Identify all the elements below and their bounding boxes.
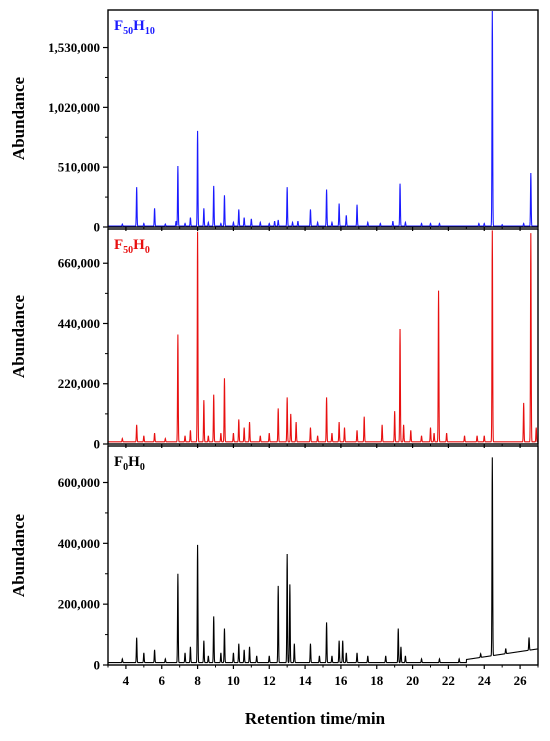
panel-label-part: H: [133, 237, 145, 253]
y-tick-label: 600,000: [58, 475, 100, 490]
x-tick-label: 18: [370, 673, 384, 688]
y-tick-label: 1,020,000: [48, 100, 100, 115]
x-tick-label: 24: [478, 673, 492, 688]
plot-frame: [107, 228, 539, 445]
x-tick-label: 8: [194, 673, 201, 688]
panel-label-part: 0: [145, 245, 150, 256]
y-tick-label: 0: [94, 658, 101, 673]
x-axis-title: Retention time/min: [245, 709, 386, 728]
panel-1: 0 510,000 1,020,000 1,530,000 Abundance F50H1…: [9, 9, 539, 235]
y-tick-label: 220,000: [58, 376, 100, 391]
panel-label-part: H: [133, 18, 145, 34]
x-tick-label: 14: [299, 673, 313, 688]
y-tick-label: 1,530,000: [48, 40, 100, 55]
panel-label: F50H10: [114, 18, 155, 37]
y-axis-title: Abundance: [9, 513, 28, 597]
panel-label-part: F: [114, 454, 123, 470]
x-tick-label: 22: [442, 673, 455, 688]
series-line: [108, 230, 538, 443]
panel-label-part: 0: [140, 462, 145, 473]
y-tick-label: 440,000: [58, 316, 100, 331]
x-tick-label: 12: [263, 673, 276, 688]
panel-label: F0H0: [114, 454, 145, 473]
y-tick-label: 400,000: [58, 536, 100, 551]
panel-label-part: 50: [123, 26, 133, 37]
panel-label-part: 0: [123, 462, 128, 473]
plot-frame: [107, 445, 539, 666]
y-tick-label: 0: [94, 437, 101, 452]
x-tick-label: 20: [406, 673, 419, 688]
series-line: [108, 10, 538, 228]
x-tick-label: 26: [514, 673, 528, 688]
x-tick-label: 4: [123, 673, 130, 688]
panel-label-part: F: [114, 237, 123, 253]
panel-label-part: H: [128, 454, 140, 470]
y-axis-title: Abundance: [9, 294, 28, 378]
x-tick-label: 6: [159, 673, 166, 688]
series-line: [108, 457, 539, 664]
panel-label-part: 50: [123, 245, 133, 256]
x-tick-label: 16: [334, 673, 348, 688]
y-tick-label: 510,000: [58, 160, 100, 175]
panel-label-part: F: [114, 18, 123, 34]
x-tick-label: 10: [227, 673, 240, 688]
panel-label-part: 10: [145, 26, 155, 37]
y-tick-label: 0: [94, 220, 101, 235]
panel-label: F50H0: [114, 237, 150, 256]
y-axis-title: Abundance: [9, 76, 28, 160]
y-tick-label: 200,000: [58, 597, 100, 612]
y-tick-label: 660,000: [58, 256, 100, 271]
plot-frame: [107, 9, 539, 228]
